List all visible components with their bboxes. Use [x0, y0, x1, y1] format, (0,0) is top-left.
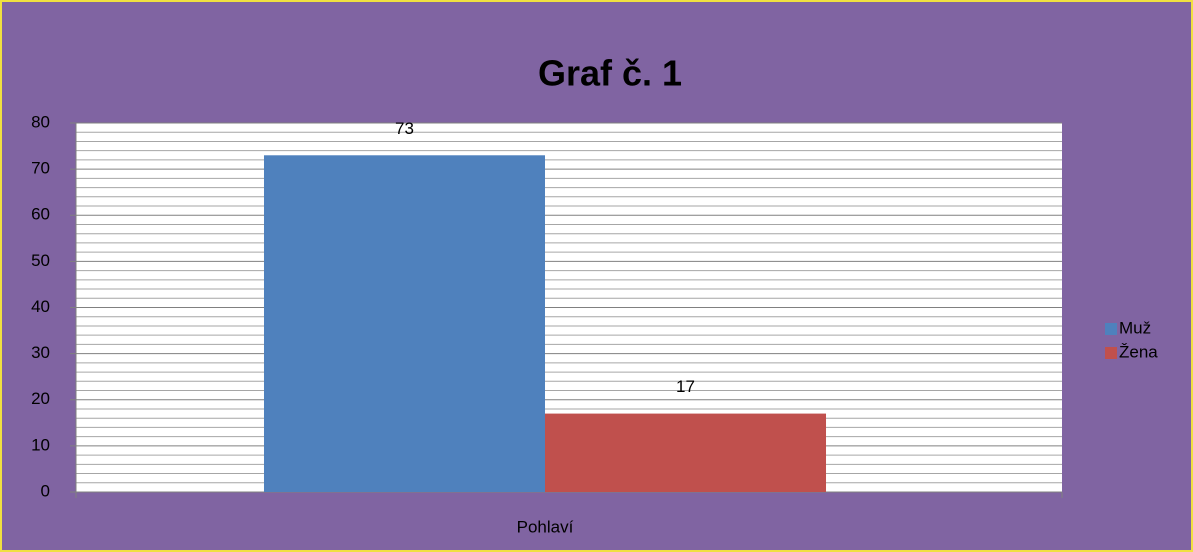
y-tick-label: 50 [31, 251, 50, 270]
y-tick-label: 20 [31, 389, 50, 408]
legend-swatch [1105, 347, 1117, 359]
chart-title: Graf č. 1 [538, 53, 682, 94]
y-tick-label: 0 [41, 481, 50, 500]
y-tick-label: 10 [31, 435, 50, 454]
data-label: 17 [676, 377, 695, 396]
bar [263, 155, 545, 492]
y-tick-label: 30 [31, 343, 50, 362]
y-tick-label: 70 [31, 159, 50, 178]
bar [545, 413, 827, 492]
legend-label: Muž [1119, 318, 1151, 337]
data-label: 73 [395, 119, 414, 138]
legend-swatch [1105, 323, 1117, 335]
y-tick-label: 40 [31, 297, 50, 316]
x-tick-label: Pohlaví [517, 517, 574, 536]
y-tick-label: 80 [31, 112, 50, 131]
y-tick-label: 60 [31, 205, 50, 224]
legend-label: Žena [1119, 342, 1158, 361]
